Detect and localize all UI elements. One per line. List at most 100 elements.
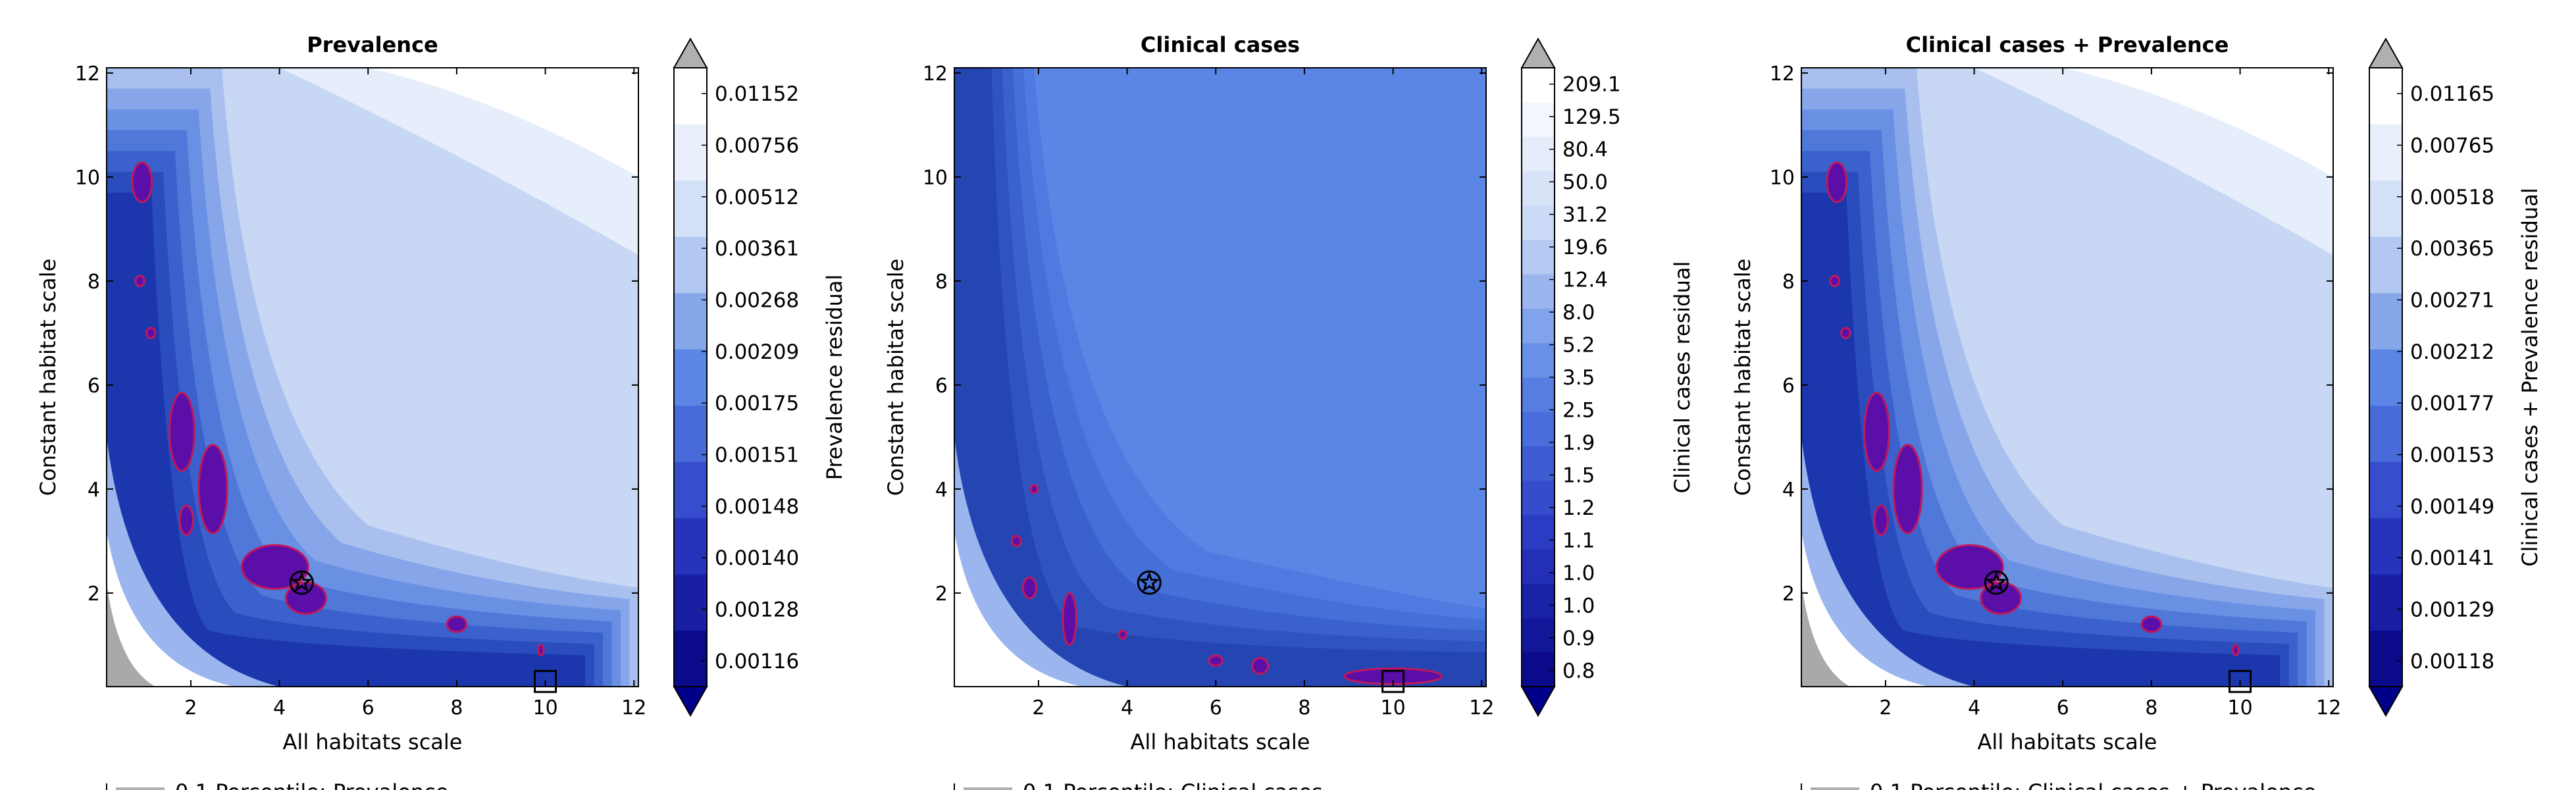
colorbar-extend-bottom — [1520, 686, 1556, 718]
x-tick-label: 8 — [2145, 697, 2157, 720]
minimum-region — [2232, 644, 2240, 657]
minimum-region — [1863, 392, 1890, 472]
colorbar-segment — [1522, 102, 1555, 137]
contour-band — [107, 151, 604, 687]
x-tick-label: 10 — [533, 697, 558, 720]
y-tick-label: 6 — [1782, 375, 1795, 398]
colorbar-tick-label: 1.0 — [1562, 594, 1595, 618]
x-axis-label: All habitats scale — [1131, 729, 1310, 754]
x-axis-label: All habitats scale — [1978, 729, 2157, 754]
y-tick-label: 10 — [1770, 167, 1795, 190]
colorbar-tick-label: 0.00268 — [715, 289, 799, 313]
minimum-region — [1208, 654, 1224, 667]
x-tick-label: 6 — [362, 697, 374, 720]
colorbar: 0.00118 0.00129 0.00141 0.00149 0.00153 0.001… — [2368, 37, 2542, 718]
x-tick-label: 6 — [1210, 697, 1222, 720]
x-tick-label: 12 — [621, 697, 646, 720]
x-tick-label: 8 — [1298, 697, 1310, 720]
colorbar-tick-label: 0.00141 — [2410, 546, 2494, 570]
y-tick-label: 8 — [1782, 271, 1795, 294]
colorbar-segment — [1522, 583, 1555, 619]
minimum-region — [1062, 592, 1077, 646]
colorbar-segment — [674, 574, 707, 631]
colorbar-tick-label: 0.00128 — [715, 598, 799, 622]
colorbar-tick-label: 0.00756 — [715, 134, 799, 158]
colorbar-tick-label: 19.6 — [1562, 236, 1608, 259]
y-tick-label: 12 — [923, 63, 948, 86]
colorbar-tick-label: 0.00151 — [715, 444, 799, 467]
minimum-region — [1118, 629, 1127, 640]
legend-entry: 0.1 Percentile: Prevalence — [175, 779, 448, 790]
y-tick-label: 8 — [935, 271, 948, 294]
contour-band — [279, 68, 638, 255]
colorbar-segment — [674, 517, 707, 575]
axes-frame — [106, 67, 639, 687]
star-in-circle-marker — [1984, 570, 2009, 595]
minimum-region — [168, 392, 195, 472]
colorbar-tick-label: 0.00365 — [2410, 237, 2494, 261]
colorbar-segment — [2369, 574, 2402, 631]
legend: 0.1 Percentile: Clinical cases — [954, 779, 1323, 790]
y-tick-label: 10 — [75, 167, 100, 190]
below-range-region — [1801, 583, 1851, 687]
x-axis-label: All habitats scale — [283, 729, 463, 754]
colorbar-extend-top — [673, 37, 708, 68]
colorbar: 0.8 0.9 1.0 1.0 1.1 1.2 1.5 1.9 2.5 3.5 5.2 8.0 12.4… — [1520, 37, 1695, 718]
legend-entry: 0.1 Percentile: Clinical cases — [1023, 779, 1323, 790]
colorbar-label: Clinical cases residual — [1670, 261, 1695, 494]
minimum-region — [1892, 444, 1923, 535]
colorbar-segment — [2369, 517, 2402, 575]
colorbar-segment — [674, 630, 707, 687]
y-axis-label: Constant habitat scale — [883, 259, 908, 496]
colorbar-segment — [1522, 342, 1555, 378]
contour-band — [1801, 151, 2298, 687]
x-tick-label: 4 — [1968, 697, 1980, 720]
colorbar-segment — [674, 461, 707, 519]
colorbar-segment — [674, 349, 707, 406]
x-tick-label: 4 — [273, 697, 286, 720]
minimum-region — [1935, 544, 2004, 590]
contour-band — [954, 436, 1127, 687]
x-tick-label: 2 — [1032, 697, 1044, 720]
colorbar-segment — [1522, 652, 1555, 687]
minimum-region — [131, 161, 153, 203]
colorbar-segment — [2369, 124, 2402, 181]
colorbar-tick-label: 0.01152 — [715, 82, 799, 106]
y-tick-label: 4 — [88, 479, 100, 502]
colorbar-frame — [2369, 67, 2403, 687]
panel-title: Prevalence — [307, 32, 438, 57]
colorbar-segment — [1522, 274, 1555, 309]
y-tick-label: 6 — [935, 375, 948, 398]
colorbar-tick-label: 5.2 — [1562, 334, 1595, 357]
y-tick-label: 4 — [1782, 479, 1795, 502]
panel-title: Clinical cases + Prevalence — [1906, 32, 2229, 57]
colorbar-tick-label: 209.1 — [1562, 73, 1621, 97]
colorbar-tick-label: 0.00209 — [715, 340, 799, 364]
y-tick-label: 6 — [88, 375, 100, 398]
colorbar-tick-label: 0.9 — [1562, 627, 1595, 650]
minimum-region — [178, 504, 194, 536]
colorbar-extend-bottom — [2368, 686, 2404, 718]
x-tick-label: 4 — [1121, 697, 1133, 720]
minimum-region — [134, 275, 145, 288]
minimum-region — [1829, 275, 1840, 288]
below-range-region — [107, 583, 156, 687]
contour-band — [1801, 130, 2307, 687]
axes-frame — [1801, 67, 2334, 687]
x-tick-label: 6 — [2057, 697, 2069, 720]
colorbar-extend-top — [2368, 37, 2404, 68]
colorbar-tick-label: 12.4 — [1562, 269, 1608, 292]
colorbar-tick-label: 0.00149 — [2410, 495, 2494, 519]
colorbar-segment — [2369, 236, 2402, 294]
colorbar-segment — [1522, 446, 1555, 481]
colorbar-tick-label: 0.8 — [1562, 659, 1595, 683]
contour-band — [1801, 531, 1930, 687]
colorbar-tick-label: 0.00140 — [715, 546, 799, 570]
colorbar-tick-label: 0.00518 — [2410, 186, 2494, 209]
colorbar-label: Prevalence residual — [822, 275, 847, 481]
minimum-region — [1029, 484, 1039, 494]
y-axis-label: Constant habitat scale — [36, 259, 61, 496]
panel-title: Clinical cases — [1141, 32, 1300, 57]
legend-swatch — [1811, 787, 1859, 790]
colorbar-tick-label: 0.00153 — [2410, 444, 2494, 467]
